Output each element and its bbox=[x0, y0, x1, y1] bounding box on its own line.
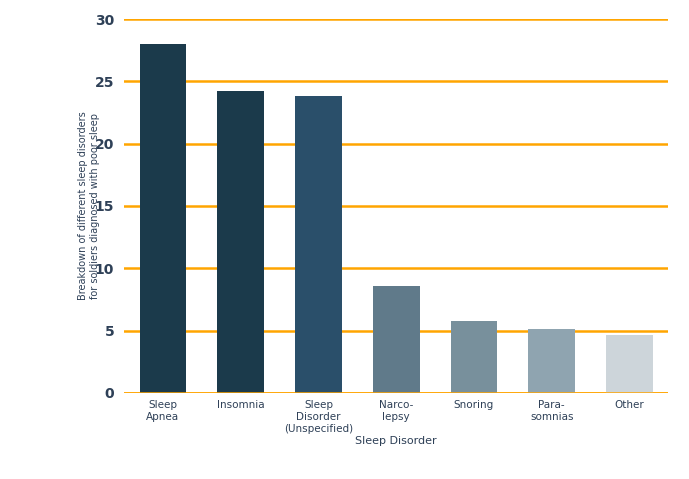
Y-axis label: Breakdown of different sleep disorders
for soldiers diagnosed with poor sleep: Breakdown of different sleep disorders f… bbox=[79, 112, 100, 300]
Bar bbox=[140, 44, 186, 393]
Bar bbox=[606, 335, 652, 393]
Bar bbox=[451, 320, 497, 393]
X-axis label: Sleep Disorder: Sleep Disorder bbox=[356, 436, 437, 446]
Bar bbox=[217, 91, 264, 393]
Bar bbox=[373, 285, 420, 393]
Bar bbox=[295, 96, 342, 393]
Bar bbox=[528, 329, 575, 393]
